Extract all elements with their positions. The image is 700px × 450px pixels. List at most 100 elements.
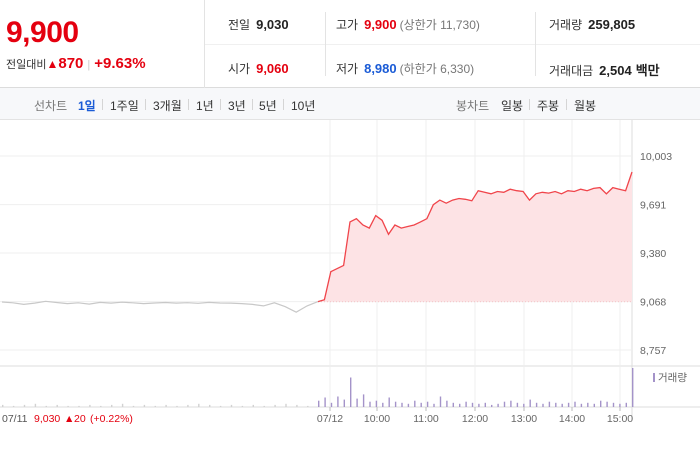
volume-bar [503,401,506,407]
volume-bar [187,404,189,407]
volume-bar [555,402,557,407]
volume-legend-swatch [653,373,655,382]
volume-bar [12,405,15,407]
volume-bar [414,400,416,407]
volume-bar [407,403,410,407]
volume-bar [356,398,358,407]
intraday-price-chart: 10,003 9,691 9,380 9,068 8,757 거래량 07/12 10:0… [0,120,700,425]
volume-bar [89,404,91,407]
volume-bar [132,405,135,407]
change-label: 전일대비 [6,59,47,71]
volume-bar [388,397,390,407]
volume-bar [241,405,244,407]
x-tick-label: 10:00 [364,413,390,425]
volume-bar [580,403,583,407]
volume-bar [285,403,287,407]
volume-bar [625,402,627,407]
info-column-divider [535,12,536,76]
volume-bar [471,402,474,407]
volume-bar [382,402,384,407]
volume-bar [176,405,178,407]
tab-3year[interactable]: 3년 [228,99,246,113]
divider: | [87,59,91,71]
footer-prev-close: 9,030 [34,413,60,425]
x-axis-ticks: 07/12 10:00 11:00 12:00 13:00 14:00 15:00 [317,407,633,425]
prev-close-item: 전일 9,030 [228,16,289,33]
volume-bar [478,403,480,407]
today-area [318,172,632,302]
price-lines [1,171,633,313]
volume-bar [56,404,58,407]
open-label: 시가 [228,62,251,76]
volume-bar [523,403,525,407]
amount-item: 거래대금 2,504 백만 [549,60,660,79]
volume-bar [600,400,602,407]
volume-bar [362,394,365,407]
tab-weekly-candle[interactable]: 주봉 [537,99,560,113]
line-chart-label: 선차트 [34,99,68,113]
open-value: 9,060 [256,61,289,76]
prev-day-series-line [1,300,319,313]
volume-bars: 거래량 [2,368,687,407]
volume-bar [343,399,345,407]
prev-close-label: 전일 [228,18,251,32]
volume-bar [401,402,403,407]
volume-bar [548,401,551,407]
volume-bar [439,396,442,407]
price-box: 9,900 전일대비▲870 | +9.63% [0,0,205,88]
volume-bar [516,402,519,407]
volume-bar [67,405,69,407]
x-tick-label: 13:00 [511,413,537,425]
tab-5year[interactable]: 5년 [259,99,277,113]
upper-limit: (상한가 11,730) [399,18,480,32]
change-percent: +9.63% [94,55,146,72]
y-tick-label: 9,068 [640,297,666,309]
volume-bar [296,404,298,407]
footer-prev-change: 20 [74,413,86,425]
volume-bar [459,403,461,407]
volume-bar [45,405,47,407]
tab-divider [102,99,103,110]
change-value: 870 [58,55,84,72]
volume-bar [330,402,333,407]
footer-prev-percent: (+0.22%) [90,413,133,425]
volume-bar [2,404,4,407]
change-row: 전일대비▲870 | +9.63% [6,55,146,72]
x-tick-label: 15:00 [607,413,633,425]
x-tick-label: 11:00 [413,413,439,425]
volume-bar [121,403,124,407]
tab-3month[interactable]: 3개월 [153,99,182,113]
volume-bar [369,401,371,407]
volume-bar [209,404,211,407]
volume-bar [535,402,538,407]
tab-10year[interactable]: 10년 [291,99,316,113]
current-price: 9,900 [6,16,79,49]
volume-bar [606,401,608,407]
volume-bar [318,400,320,407]
volume-bar [100,405,102,407]
tab-daily-candle[interactable]: 일봉 [501,99,524,113]
volume-bar [433,403,435,407]
volume-bar [542,403,544,407]
volume-bar [324,397,326,407]
info-row-divider [205,44,700,45]
volume-bar [394,401,397,407]
volume-bar [143,404,146,407]
volume-bar [465,401,467,407]
high-item: 고가 9,900 (상한가 11,730) [336,16,480,33]
tab-divider [252,99,253,110]
tab-1week[interactable]: 1주일 [110,99,139,113]
chart-footer: 07/11 9,030 ▲ 20 (+0.22%) [2,413,133,425]
tab-monthly-candle[interactable]: 월봉 [574,99,597,113]
tab-1year[interactable]: 1년 [196,99,214,113]
volume-bar [350,377,352,407]
volume-bar [446,400,448,407]
x-tick-label: 07/12 [317,413,343,425]
tab-1day[interactable]: 1일 [78,99,96,113]
volume-bar [274,404,276,407]
y-tick-label: 9,380 [640,248,666,260]
volume-bar [593,403,595,407]
x-tick-label: 12:00 [462,413,488,425]
x-tick-label: 14:00 [559,413,585,425]
quote-header: 9,900 전일대비▲870 | +9.63% 전일 9,030 고가 9,900 (상한… [0,0,700,88]
